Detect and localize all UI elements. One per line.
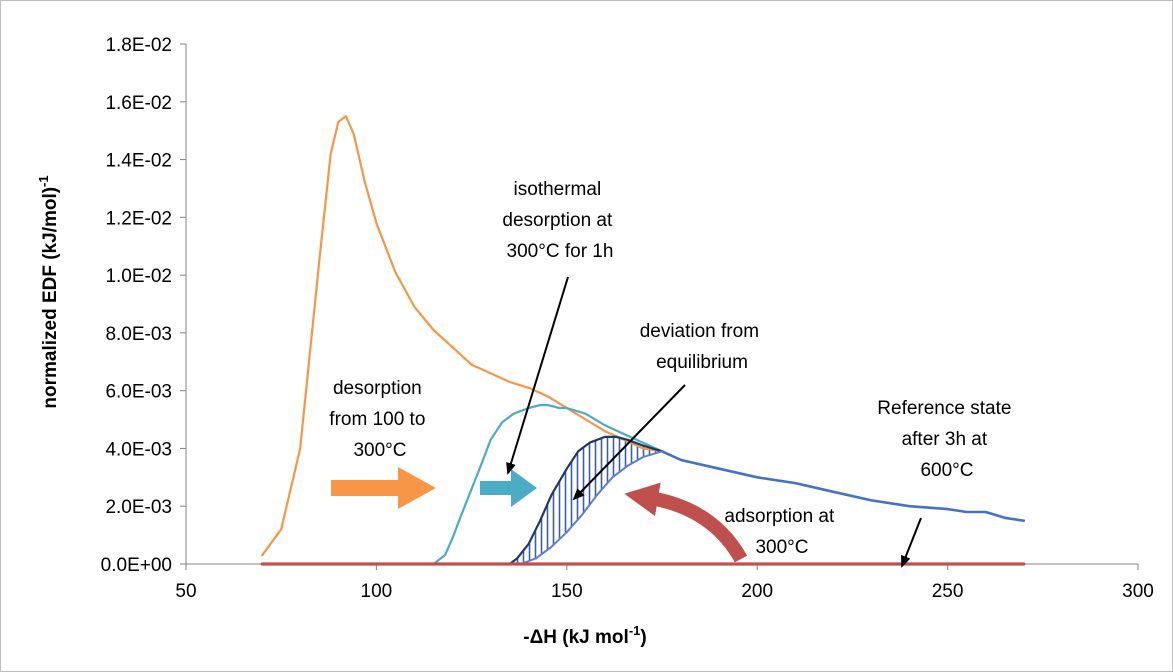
- y-tick-labels: 0.0E+00 2.0E-03 4.0E-03 6.0E-03 8.0E-03 1.0E-…: [101, 35, 172, 576]
- red-curved-arrow: [624, 482, 748, 563]
- y-tick-label: 4.0E-03: [105, 439, 172, 460]
- pointer-arrows: [506, 276, 922, 568]
- annotation-reference-state: Reference state after 3h at 600°C: [877, 398, 1016, 481]
- annotation-isothermal: isothermal desorption at 300°C for 1h: [502, 179, 617, 262]
- pointer-isothermal: [506, 276, 569, 475]
- x-tick-label: 250: [932, 581, 964, 602]
- x-tick-label: 200: [741, 581, 773, 602]
- x-tick-label: 300: [1122, 581, 1154, 602]
- y-tick-label: 2.0E-03: [105, 497, 172, 518]
- y-tick-label: 1.6E-02: [105, 93, 172, 114]
- y-tick-label: 1.2E-02: [105, 208, 172, 229]
- series-line-2: [660, 449, 1026, 523]
- y-tick-label: 6.0E-03: [105, 382, 172, 403]
- orange-block-arrow: [331, 467, 436, 509]
- teal-block-arrow: [480, 469, 537, 507]
- series-group: [260, 115, 1026, 566]
- y-axis-title: normalized EDF (kJ/mol)-1: [36, 175, 61, 408]
- annotation-deviation: deviation from equilibrium: [640, 321, 765, 373]
- x-tick-labels: 50 100 150 200 250 300: [175, 581, 1153, 602]
- series-line-3: [508, 435, 664, 566]
- pointer-reference: [901, 517, 922, 568]
- x-axis-title: -ΔH (kJ mol-1): [523, 623, 646, 648]
- y-tick-label: 1.8E-02: [105, 35, 172, 56]
- series-line-4: [520, 450, 663, 565]
- x-tick-label: 150: [551, 581, 583, 602]
- block-arrows: [331, 467, 748, 563]
- ticks: [180, 43, 1139, 570]
- y-tick-label: 1.0E-02: [105, 266, 172, 287]
- axes: [185, 44, 1138, 565]
- y-tick-label: 0.0E+00: [101, 555, 172, 576]
- pointer-deviation: [572, 384, 686, 501]
- x-tick-label: 100: [361, 581, 393, 602]
- x-tick-label: 50: [175, 581, 196, 602]
- hatched-region: [509, 436, 662, 564]
- y-tick-label: 1.4E-02: [105, 151, 172, 172]
- annotation-adsorption: adsorption at 300°C: [724, 506, 839, 558]
- series-line-0: [261, 115, 664, 557]
- y-tick-label: 8.0E-03: [105, 324, 172, 345]
- annotation-desorption-range: desorption from 100 to 300°C: [329, 378, 430, 461]
